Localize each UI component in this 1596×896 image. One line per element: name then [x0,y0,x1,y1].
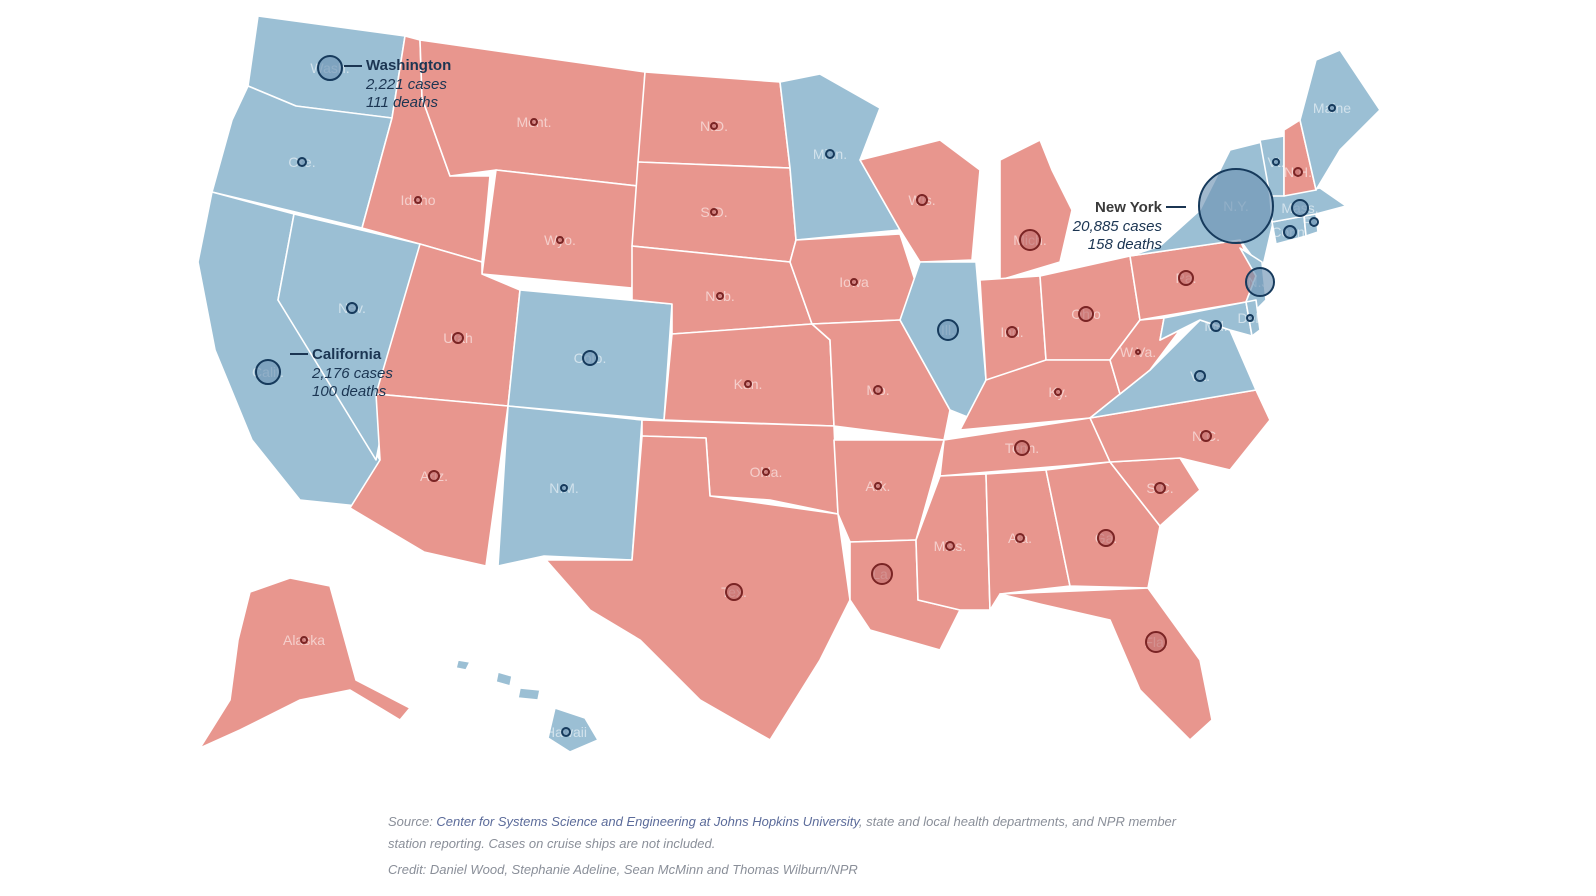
case-bubble-colo[interactable] [582,350,598,366]
callout-new-york: New York 20,885 cases 158 deaths [1072,199,1186,253]
case-bubble-ga[interactable] [1097,529,1115,547]
case-bubble-mont[interactable] [530,118,538,126]
case-bubble-la[interactable] [871,563,893,585]
case-bubble-wash[interactable] [317,55,343,81]
state-kan[interactable] [663,323,835,427]
case-bubble-maine[interactable] [1328,104,1336,112]
case-bubble-calif[interactable] [255,359,281,385]
case-bubble-pa[interactable] [1178,270,1194,286]
case-bubble-nev[interactable] [346,302,358,314]
callout-cases-california: 2,176 cases [311,365,393,382]
source-rest: , state and local health departments, an… [388,814,1177,851]
case-bubble-miss[interactable] [945,541,955,551]
state-labels: Wash.Ore.Calif.Nev.IdahoMont.Wyo.UtahAri… [252,60,1351,740]
case-bubble-conn[interactable] [1283,225,1297,239]
state-fla[interactable] [999,587,1213,741]
case-bubble-okla[interactable] [762,468,770,476]
state-nm[interactable] [497,405,643,567]
case-bubble-kan[interactable] [744,380,752,388]
case-bubble-va[interactable] [1194,370,1206,382]
callout-state-california: California [312,346,382,363]
case-bubble-tex[interactable] [725,583,743,601]
state-alaska[interactable] [199,577,411,749]
case-bubble-utah[interactable] [452,332,464,344]
case-bubble-vt[interactable] [1272,158,1280,166]
case-bubble-md[interactable] [1210,320,1222,332]
case-bubble-mo[interactable] [873,385,883,395]
case-bubble-ny[interactable] [1198,168,1274,244]
case-bubble-del[interactable] [1246,314,1254,322]
state-maine[interactable] [1299,49,1381,191]
case-bubble-nh[interactable] [1293,167,1303,177]
callout-deaths-california: 100 deaths [312,383,387,400]
callout-deaths-new-york: 158 deaths [1088,236,1163,253]
callout-deaths-washington: 111 deaths [366,94,439,111]
state-mich[interactable] [999,139,1073,281]
callout-washington: Washington 2,221 cases 111 deaths [344,57,451,111]
case-bubble-sd[interactable] [710,208,718,216]
case-bubble-ala[interactable] [1015,533,1025,543]
case-bubble-nm[interactable] [560,484,568,492]
case-bubble-ill[interactable] [937,319,959,341]
case-bubble-ore[interactable] [297,157,307,167]
source-prefix: Source: [388,814,437,829]
callout-state-washington: Washington [366,57,451,74]
case-bubble-alaska[interactable] [300,636,308,644]
state-wyo[interactable] [481,169,639,289]
us-states-map: Wash.Ore.Calif.Nev.IdahoMont.Wyo.UtahAri… [197,15,1381,753]
case-bubble-minn[interactable] [825,149,835,159]
case-bubble-wyo[interactable] [556,236,564,244]
case-bubble-ark[interactable] [874,482,882,490]
case-bubble-ky[interactable] [1054,388,1062,396]
callout-cases-new-york: 20,885 cases [1072,218,1163,235]
case-bubble-ind[interactable] [1006,326,1018,338]
state-ga[interactable] [1045,461,1161,589]
state-ala[interactable] [985,469,1071,611]
state-tex[interactable] [545,435,851,741]
case-bubble-nc[interactable] [1200,430,1212,442]
source-note: Source: Center for Systems Science and E… [388,811,1208,855]
case-bubble-sc[interactable] [1154,482,1166,494]
case-bubble-hawaii[interactable] [561,727,571,737]
source-link[interactable]: Center for Systems Science and Engineeri… [436,814,859,829]
case-bubble-wva[interactable] [1135,349,1141,355]
case-bubble-mich[interactable] [1019,229,1041,251]
case-bubble-wis[interactable] [916,194,928,206]
callout-cases-washington: 2,221 cases [365,76,447,93]
case-bubble-ohio[interactable] [1078,306,1094,322]
case-bubble-tenn[interactable] [1014,440,1030,456]
case-bubble-ariz[interactable] [428,470,440,482]
case-bubble-idaho[interactable] [414,196,422,204]
case-bubble-fla[interactable] [1145,631,1167,653]
case-bubble-nd[interactable] [710,122,718,130]
callout-california: California 2,176 cases 100 deaths [290,346,393,400]
state-mont[interactable] [419,39,646,187]
callout-state-new-york: New York [1095,199,1163,216]
map-footer: Source: Center for Systems Science and E… [388,811,1208,881]
case-bubble-iowa[interactable] [850,278,858,286]
case-bubble-nj[interactable] [1245,267,1275,297]
case-bubble-neb[interactable] [716,292,724,300]
case-bubble-ri[interactable] [1309,217,1319,227]
case-bubble-mass[interactable] [1291,199,1309,217]
credit-line: Credit: Daniel Wood, Stephanie Adeline, … [388,862,858,877]
case-bubbles [255,55,1336,737]
